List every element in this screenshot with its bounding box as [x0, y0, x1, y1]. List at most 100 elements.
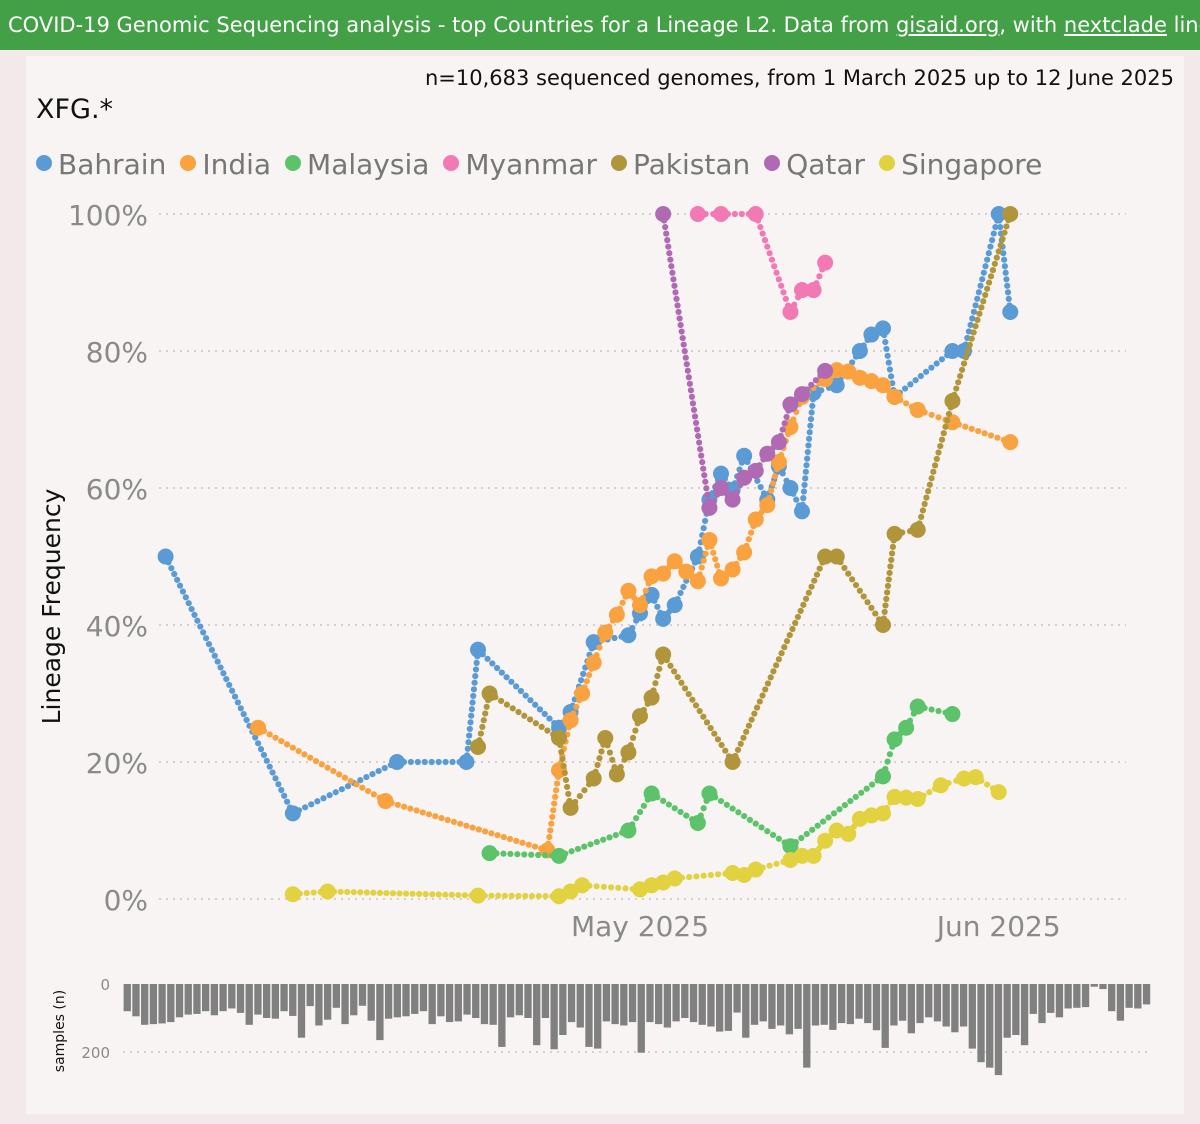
series-myanmar [689, 206, 834, 320]
series-pakistan-link-dot [674, 673, 681, 681]
series-pakistan-link-dot [521, 712, 528, 719]
series-bahrain-link-dot [979, 276, 986, 283]
sample-bar [323, 984, 332, 1020]
sample-bar [158, 984, 166, 1024]
series-pakistan-link-dot [921, 500, 928, 508]
data-point-myanmar [794, 282, 810, 299]
series-pakistan-link-dot [944, 417, 951, 424]
y-tick-label: 80% [86, 336, 148, 369]
series-pakistan-link-dot [808, 583, 815, 590]
series-malaysia-link-dot [858, 789, 865, 796]
series-malaysia-link-dot [514, 851, 521, 858]
series-bahrain-link-dot [1005, 295, 1012, 302]
series-bahrain-link-dot [484, 655, 491, 662]
series-bahrain-link-dot [191, 611, 198, 618]
series-myanmar-link-dot [771, 263, 778, 270]
series-pakistan-link-dot [980, 298, 987, 305]
data-point-india [250, 719, 267, 736]
data-point-singapore [909, 790, 926, 807]
series-singapore-link-dot [488, 892, 495, 899]
series-pakistan-link-dot [976, 310, 983, 317]
sample-bar [951, 984, 959, 1033]
nextclade-link[interactable]: nextclade [1063, 13, 1167, 37]
legend-item-india[interactable]: India [180, 148, 271, 181]
data-point-singapore [898, 789, 915, 806]
series-pakistan-link-dot [678, 679, 685, 686]
data-point-singapore [875, 805, 891, 822]
series-pakistan-link-dot [629, 734, 637, 741]
series-pakistan-link-dot [773, 662, 780, 669]
series-bahrain-link-dot [933, 360, 940, 367]
series-bahrain-link-dot [278, 786, 285, 794]
series-singapore-link-dot [535, 892, 542, 900]
series-india-link-dot [771, 473, 779, 480]
data-point-pakistan [944, 393, 961, 410]
data-point-india [713, 570, 729, 587]
series-bahrain-link-dot [466, 732, 473, 739]
series-pakistan-link-dot [960, 360, 968, 367]
series-bahrain-link-dot [805, 442, 812, 449]
sample-bar [689, 984, 698, 1023]
series-pakistan-link-dot [759, 692, 766, 699]
series-bahrain-link-dot [677, 589, 684, 597]
legend-item-singapore[interactable]: Singapore [879, 148, 1042, 181]
sample-bar [585, 984, 593, 1047]
series-india-link-dot [553, 780, 561, 787]
sample-bar [376, 984, 384, 1041]
series-pakistan-link-dot [957, 372, 964, 380]
legend-swatch [764, 155, 781, 171]
series-india-link-dot [500, 833, 507, 841]
data-point-india [759, 497, 776, 514]
legend-item-malaysia[interactable]: Malaysia [285, 148, 429, 181]
series-singapore [284, 769, 1007, 905]
series-pakistan-link-dot [756, 698, 763, 705]
series-malaysia-link-dot [593, 838, 600, 846]
data-point-india [574, 685, 591, 702]
y-tick-label: 20% [86, 747, 148, 780]
series-pakistan-link-dot [789, 625, 796, 633]
series-india-link-dot [619, 599, 626, 606]
data-point-singapore [805, 847, 822, 864]
legend-item-bahrain[interactable]: Bahrain [36, 148, 166, 181]
legend-swatch [443, 155, 460, 171]
data-point-malaysia [944, 706, 961, 723]
series-pakistan-link-dot [532, 720, 539, 727]
series-malaysia-link-dot [600, 836, 607, 843]
legend-swatch [36, 155, 52, 171]
series-bahrain-link-dot [701, 517, 709, 525]
series-qatar-link-dot [682, 354, 689, 361]
series-bahrain-link-dot [194, 617, 201, 624]
series-pakistan-link-dot [945, 410, 953, 417]
series-india-link-dot [768, 487, 775, 494]
series-india-link-dot [330, 767, 337, 775]
y-tick-label: 60% [86, 473, 148, 506]
legend-item-pakistan[interactable]: Pakistan [610, 148, 750, 181]
gisaid-link[interactable]: gisaid.org [896, 13, 1000, 37]
data-point-qatar [794, 386, 810, 403]
data-point-malaysia [898, 719, 915, 736]
series-qatar-link-dot [688, 393, 696, 400]
series-pakistan-link-dot [753, 704, 761, 711]
banner-text-suffix: lineages Source [1173, 13, 1200, 37]
series-pakistan-link-dot [692, 702, 700, 709]
series-malaysia-link-dot [863, 785, 870, 792]
series-india-link-dot [283, 741, 291, 748]
series-india-link-dot [336, 771, 343, 778]
sample-bar [228, 984, 236, 1009]
legend-item-qatar[interactable]: Qatar [764, 148, 865, 181]
data-point-singapore [886, 788, 903, 805]
sample-bar [1020, 984, 1029, 1046]
series-bahrain-link-dot [320, 795, 327, 802]
series-bahrain-link-dot [527, 697, 534, 704]
series-pakistan-link-dot [764, 680, 772, 687]
series-pakistan-link-dot [852, 581, 860, 589]
series-bahrain-link-dot [546, 715, 553, 722]
series-bahrain-link-dot [1003, 276, 1010, 283]
data-point-pakistan [643, 689, 660, 706]
data-point-singapore [956, 770, 972, 787]
sample-bar [1047, 984, 1055, 1013]
data-point-bahrain [944, 343, 961, 359]
legend-item-myanmar[interactable]: Myanmar [443, 148, 597, 181]
series-bahrain-link-dot [808, 409, 815, 416]
sample-bar [411, 984, 419, 1014]
